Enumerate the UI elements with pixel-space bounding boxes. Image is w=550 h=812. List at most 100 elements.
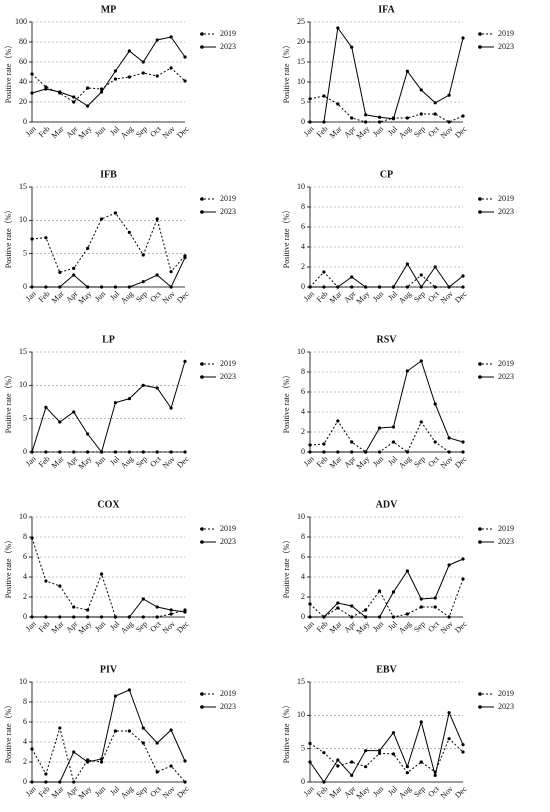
x-tick-label: Feb [37, 784, 52, 799]
point [391, 440, 396, 444]
point [308, 120, 312, 124]
point [169, 450, 173, 454]
y-tick-label: 10 [297, 347, 305, 356]
point [433, 773, 437, 777]
point [419, 88, 423, 92]
point [141, 726, 145, 730]
x-tick-label: Feb [37, 124, 52, 139]
point [308, 443, 312, 447]
point [127, 75, 131, 79]
series-line [309, 95, 464, 123]
point [99, 572, 104, 576]
legend-marker [200, 705, 204, 709]
point [336, 606, 340, 610]
x-tick-label: May [77, 124, 94, 141]
point [405, 69, 409, 73]
y-tick-label: 10 [297, 512, 305, 521]
y-tick-label: 8 [23, 697, 27, 706]
x-tick-label: Apr [342, 619, 357, 634]
x-tick-label: Dec [453, 784, 469, 800]
point [364, 285, 368, 289]
point [86, 760, 90, 764]
point [322, 615, 326, 619]
point [183, 759, 187, 763]
point [364, 113, 368, 117]
point [113, 401, 118, 405]
y-tick-label: 60 [19, 57, 27, 66]
point [30, 237, 34, 241]
legend-marker [200, 540, 204, 544]
point [58, 780, 62, 784]
legend-marker [200, 45, 204, 49]
y-axis-label: Positive rate（%） [4, 701, 13, 763]
x-tick-label: May [77, 619, 94, 636]
legend-label: 2023 [498, 42, 514, 51]
point [58, 270, 62, 274]
point [377, 751, 382, 755]
point [183, 780, 187, 784]
point [169, 35, 173, 39]
x-tick-label: Nov [161, 289, 177, 305]
x-tick-label: Sep [412, 124, 427, 139]
point [86, 285, 90, 289]
point [141, 450, 145, 454]
legend-label: 2023 [220, 702, 236, 711]
y-tick-label: 5 [301, 97, 305, 106]
y-tick-label: 10 [19, 380, 27, 389]
x-tick-label: May [77, 784, 94, 801]
y-tick-label: 25 [297, 17, 305, 26]
point [405, 262, 409, 266]
x-tick-label: Sep [134, 124, 149, 139]
y-tick-label: 6 [301, 552, 305, 561]
y-tick-label: 8 [23, 532, 27, 541]
x-tick-label: Apr [342, 289, 357, 304]
point [58, 420, 62, 424]
legend-marker [478, 362, 482, 366]
point [322, 442, 326, 446]
point [72, 266, 76, 270]
point [447, 615, 451, 619]
x-tick-label: Dec [175, 454, 191, 470]
point [86, 86, 90, 90]
point [405, 765, 409, 769]
point [433, 265, 437, 269]
point [72, 273, 76, 277]
x-tick-label: Aug [119, 619, 135, 635]
y-axis-label: Positive rate（%） [282, 206, 291, 268]
point [113, 211, 118, 215]
y-tick-label: 6 [23, 717, 27, 726]
point [447, 120, 451, 124]
y-tick-label: 4 [301, 407, 305, 416]
x-tick-label: Apr [64, 619, 79, 634]
point [322, 270, 326, 274]
legend-marker [478, 540, 482, 544]
point [447, 93, 451, 97]
y-tick-label: 0 [301, 282, 305, 291]
x-tick-label: Apr [342, 454, 357, 469]
x-tick-label: Nov [439, 289, 455, 305]
x-tick-label: Apr [64, 124, 79, 139]
point [322, 285, 326, 289]
point [322, 751, 326, 755]
point [461, 440, 465, 444]
point [113, 450, 118, 454]
point [183, 450, 187, 454]
point [308, 602, 312, 606]
point [377, 615, 382, 619]
point [405, 116, 409, 120]
point [308, 450, 312, 454]
y-tick-label: 0 [301, 117, 305, 126]
point [322, 120, 326, 124]
point [308, 760, 312, 764]
legend-label: 2023 [220, 207, 236, 216]
y-tick-label: 2 [301, 262, 305, 271]
point [58, 285, 62, 289]
x-tick-label: Aug [397, 784, 413, 800]
point [377, 426, 382, 430]
y-axis-label: Positive rate（%） [4, 41, 13, 103]
x-tick-label: Oct [148, 619, 163, 634]
x-tick-label: Sep [134, 619, 149, 634]
y-tick-label: 2 [301, 427, 305, 436]
point [127, 615, 131, 619]
point [447, 285, 451, 289]
